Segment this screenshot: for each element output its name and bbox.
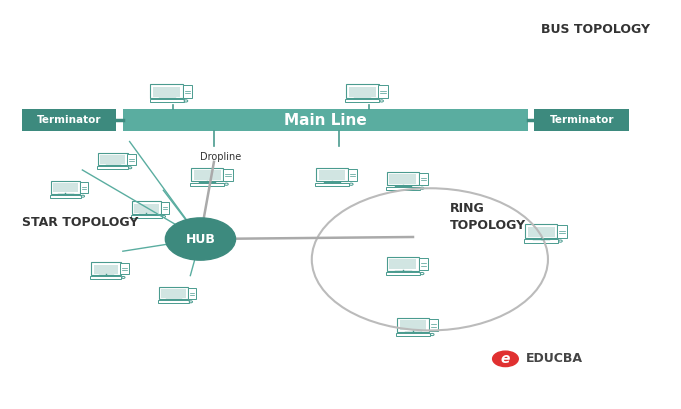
FancyBboxPatch shape: [400, 320, 426, 330]
FancyBboxPatch shape: [159, 287, 188, 299]
FancyBboxPatch shape: [53, 183, 78, 193]
FancyBboxPatch shape: [161, 202, 170, 213]
FancyBboxPatch shape: [123, 109, 528, 131]
FancyBboxPatch shape: [419, 173, 428, 185]
FancyBboxPatch shape: [50, 195, 81, 198]
FancyBboxPatch shape: [153, 87, 180, 97]
Circle shape: [81, 195, 84, 197]
Text: Terminator: Terminator: [37, 115, 101, 125]
FancyBboxPatch shape: [315, 182, 349, 186]
FancyBboxPatch shape: [94, 265, 118, 274]
Circle shape: [122, 276, 125, 279]
FancyBboxPatch shape: [535, 109, 629, 131]
FancyBboxPatch shape: [91, 276, 121, 279]
FancyBboxPatch shape: [396, 333, 430, 336]
FancyBboxPatch shape: [387, 257, 419, 271]
FancyBboxPatch shape: [150, 99, 184, 102]
Text: Main Line: Main Line: [284, 113, 366, 128]
FancyBboxPatch shape: [223, 169, 232, 181]
Text: EDUCBA: EDUCBA: [526, 353, 583, 365]
FancyBboxPatch shape: [22, 109, 116, 131]
Text: e: e: [501, 352, 510, 366]
FancyBboxPatch shape: [387, 172, 419, 185]
FancyBboxPatch shape: [134, 204, 159, 213]
FancyBboxPatch shape: [98, 153, 127, 165]
Text: RING
TOPOLOGY: RING TOPOLOGY: [450, 202, 526, 231]
FancyBboxPatch shape: [158, 300, 189, 303]
FancyBboxPatch shape: [80, 182, 89, 193]
FancyBboxPatch shape: [131, 215, 162, 218]
Text: HUB: HUB: [185, 233, 215, 245]
FancyBboxPatch shape: [190, 182, 224, 186]
Text: Dropline: Dropline: [200, 152, 242, 162]
FancyBboxPatch shape: [386, 272, 420, 275]
Circle shape: [225, 183, 228, 185]
FancyBboxPatch shape: [419, 258, 428, 270]
FancyBboxPatch shape: [131, 202, 161, 214]
FancyBboxPatch shape: [161, 289, 186, 298]
FancyBboxPatch shape: [528, 227, 554, 237]
Circle shape: [380, 100, 383, 102]
Circle shape: [165, 218, 236, 260]
FancyBboxPatch shape: [429, 319, 439, 331]
FancyBboxPatch shape: [151, 84, 183, 98]
Circle shape: [420, 187, 424, 189]
FancyBboxPatch shape: [91, 262, 121, 275]
FancyBboxPatch shape: [97, 166, 128, 169]
FancyBboxPatch shape: [188, 288, 196, 299]
Circle shape: [420, 272, 424, 275]
FancyBboxPatch shape: [390, 259, 416, 270]
Circle shape: [129, 167, 131, 169]
FancyBboxPatch shape: [348, 169, 358, 181]
FancyBboxPatch shape: [379, 85, 387, 98]
FancyBboxPatch shape: [193, 170, 221, 180]
Text: STAR TOPOLOGY: STAR TOPOLOGY: [22, 216, 138, 229]
Text: BUS TOPOLOGY: BUS TOPOLOGY: [541, 23, 650, 36]
FancyBboxPatch shape: [557, 225, 567, 238]
Circle shape: [184, 100, 188, 102]
Circle shape: [189, 301, 193, 303]
FancyBboxPatch shape: [524, 240, 558, 243]
FancyBboxPatch shape: [390, 174, 416, 184]
Circle shape: [558, 240, 563, 242]
FancyBboxPatch shape: [525, 225, 558, 238]
FancyBboxPatch shape: [345, 99, 379, 102]
FancyBboxPatch shape: [319, 170, 345, 180]
FancyBboxPatch shape: [397, 318, 429, 332]
Text: Terminator: Terminator: [550, 115, 614, 125]
Circle shape: [492, 351, 518, 366]
Circle shape: [430, 333, 434, 336]
FancyBboxPatch shape: [121, 263, 129, 274]
FancyBboxPatch shape: [50, 181, 80, 193]
FancyBboxPatch shape: [386, 187, 420, 190]
FancyBboxPatch shape: [316, 168, 348, 181]
FancyBboxPatch shape: [349, 87, 376, 97]
FancyBboxPatch shape: [127, 153, 136, 165]
Circle shape: [349, 183, 353, 185]
Circle shape: [162, 216, 165, 218]
FancyBboxPatch shape: [183, 85, 192, 98]
FancyBboxPatch shape: [346, 84, 379, 98]
FancyBboxPatch shape: [101, 155, 125, 164]
FancyBboxPatch shape: [191, 168, 223, 181]
